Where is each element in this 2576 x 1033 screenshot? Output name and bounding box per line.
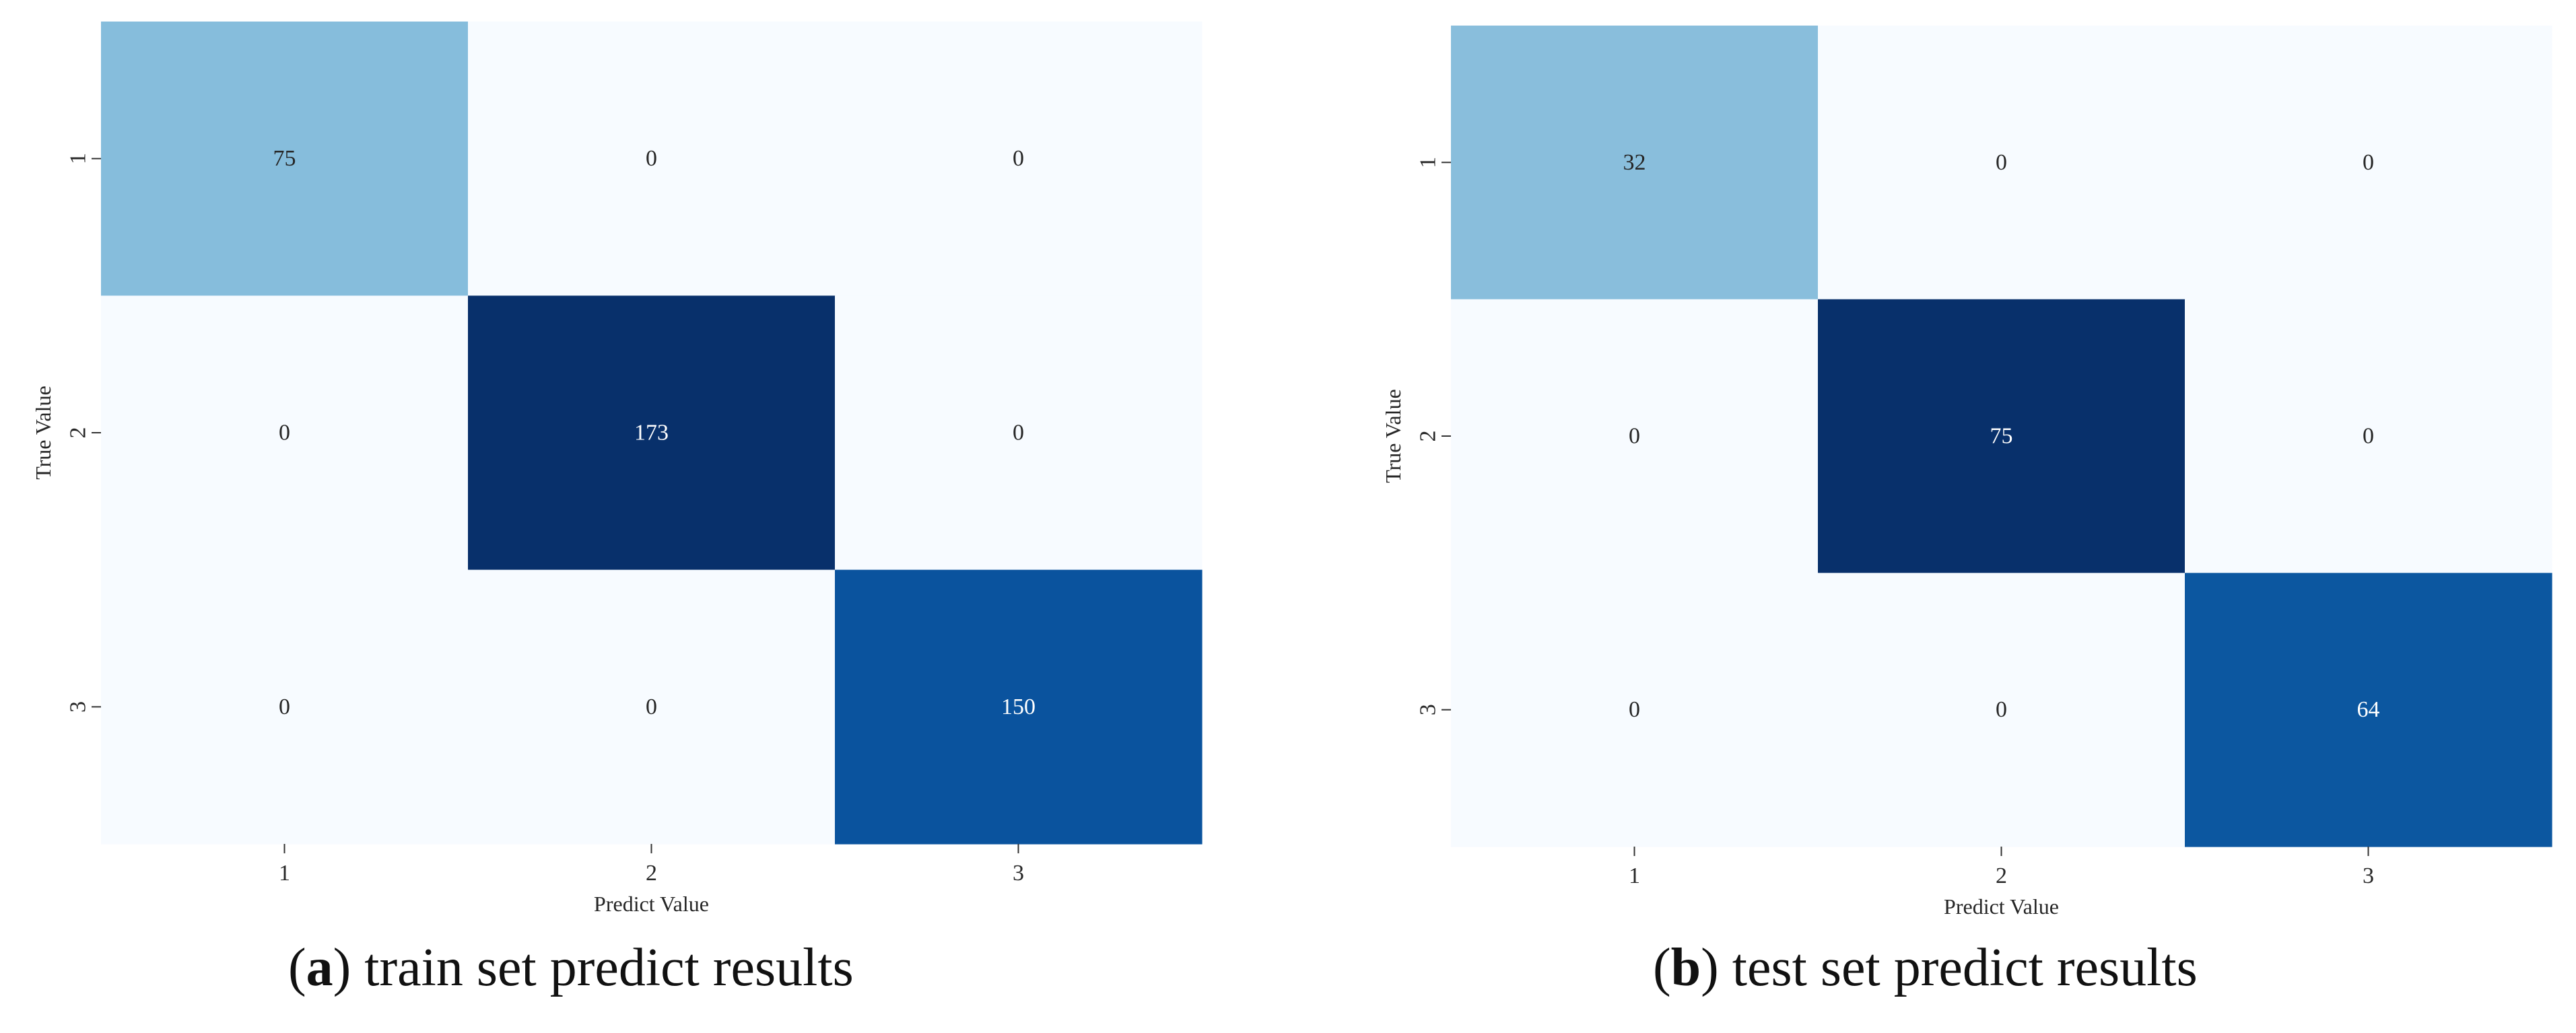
cell-value-r1-c1: 75 (273, 146, 296, 171)
cell-r1-c2 (1818, 26, 2185, 300)
y-axis-label: True Value (31, 386, 55, 480)
cell-value-r3-c1: 0 (279, 694, 290, 719)
cell-value-r1-c1: 32 (1623, 150, 1646, 175)
x-tick-label-1: 1 (1629, 863, 1640, 888)
cell-value-r2-c2: 173 (634, 421, 669, 446)
cell-r1-c1 (1451, 26, 1819, 300)
cell-value-r1-c2: 0 (646, 146, 657, 171)
x-axis-label: Predict Value (1944, 894, 2059, 919)
cell-value-r2-c1: 0 (1629, 424, 1640, 449)
y-tick-label-2: 2 (66, 427, 91, 439)
cell-value-r1-c2: 0 (1996, 150, 2007, 175)
cell-r2-c2 (468, 295, 836, 571)
cell-value-r3-c3: 150 (1001, 694, 1036, 719)
confusion-matrix-panel-a: 75 0 0 0 173 0 0 0 150 1 2 3 1 2 3 Predict Value True Va… (31, 22, 1202, 997)
confusion-matrix-panel-b: 32 0 0 0 75 0 0 0 64 1 2 3 1 2 3 Predict Value True Valu… (1288, 0, 2576, 1033)
caption-a-text: train set predict results (364, 938, 854, 997)
cell-r3-c2 (1818, 573, 2185, 847)
x-tick-label-3: 3 (2363, 863, 2374, 888)
cell-value-r2-c2: 75 (1990, 424, 2013, 449)
x-tick-label-3: 3 (1013, 861, 1024, 886)
y-tick-label-2: 2 (1416, 431, 1441, 442)
cell-value-r3-c2: 0 (646, 694, 657, 719)
cell-r2-c2 (1818, 299, 2185, 573)
cell-r1-c1 (101, 22, 469, 296)
cell-value-r2-c3: 0 (1013, 421, 1024, 446)
y-axis-label: True Value (1381, 389, 1405, 483)
cell-value-r3-c2: 0 (1996, 697, 2007, 722)
y-tick-label-1: 1 (66, 153, 91, 164)
cell-value-r3-c1: 0 (1629, 697, 1640, 722)
cell-value-r3-c3: 64 (2357, 697, 2380, 722)
cell-r2-c3 (835, 295, 1202, 571)
train-confusion-matrix: 75 0 0 0 173 0 0 0 150 1 2 3 1 2 3 Predict Value True Va… (31, 22, 1202, 916)
x-axis-label: Predict Value (594, 892, 709, 916)
y-tick-label-3: 3 (1416, 704, 1441, 715)
test-confusion-matrix: 32 0 0 0 75 0 0 0 64 1 2 3 1 2 3 Predict Value True Valu… (1381, 26, 2552, 919)
cell-value-r1-c3: 0 (2363, 150, 2374, 175)
cell-r1-c3 (835, 22, 1202, 296)
caption-b-text: test set predict results (1732, 938, 2198, 997)
x-tick-label-2: 2 (1996, 863, 2007, 888)
cell-r3-c1 (101, 569, 469, 845)
caption-a-letter: a (306, 938, 333, 997)
cell-r1-c3 (2185, 26, 2552, 300)
cell-value-r2-c3: 0 (2363, 424, 2374, 449)
cell-r3-c3 (2185, 573, 2552, 847)
cell-value-r1-c3: 0 (1013, 146, 1024, 171)
caption-b-letter: b (1670, 938, 1701, 997)
cell-r2-c1 (1451, 299, 1819, 573)
cell-r3-c3 (835, 569, 1202, 845)
cell-r1-c2 (468, 22, 836, 296)
cell-r3-c1 (1451, 573, 1819, 847)
cell-value-r2-c1: 0 (279, 421, 290, 446)
x-tick-label-1: 1 (279, 861, 290, 886)
caption-a: (a) train set predict results (288, 938, 854, 997)
caption-b: (b) test set predict results (1653, 938, 2198, 997)
y-tick-label-3: 3 (66, 701, 91, 713)
y-tick-label-1: 1 (1416, 157, 1441, 168)
cell-r3-c2 (468, 569, 836, 845)
x-tick-label-2: 2 (646, 861, 657, 886)
cell-r2-c3 (2185, 299, 2552, 573)
cell-r2-c1 (101, 295, 469, 571)
